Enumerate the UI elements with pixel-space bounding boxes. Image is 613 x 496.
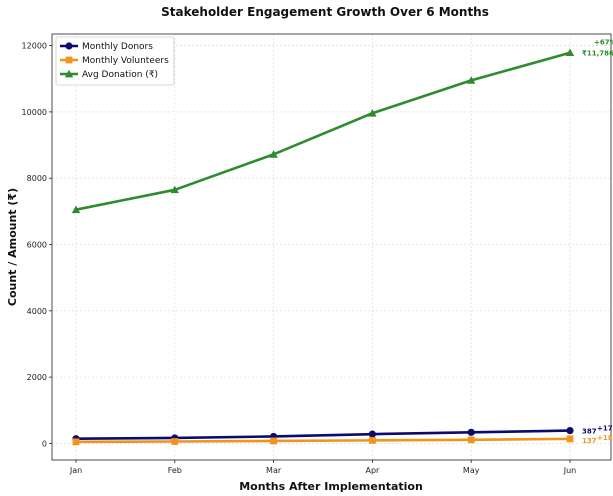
x-tick-label: May bbox=[463, 466, 480, 475]
data-point bbox=[71, 205, 81, 214]
x-tick-label: Jan bbox=[69, 466, 82, 475]
data-point bbox=[170, 185, 179, 194]
data-point bbox=[467, 428, 475, 436]
growth-label: +67% bbox=[594, 39, 613, 47]
data-point bbox=[72, 438, 80, 446]
legend-label: Monthly Donors bbox=[82, 42, 153, 52]
y-tick-label: 0 bbox=[42, 439, 47, 448]
x-tick-label: Mar bbox=[266, 466, 282, 475]
y-axis-label: Count / Amount (₹) bbox=[6, 188, 19, 306]
chart-title: Stakeholder Engagement Growth Over 6 Mon… bbox=[161, 5, 489, 19]
legend-item: Monthly Volunteers bbox=[60, 56, 169, 66]
x-tick-label: Jun bbox=[563, 466, 577, 475]
data-point bbox=[467, 76, 476, 84]
gridlines bbox=[52, 34, 611, 460]
series-line bbox=[75, 51, 571, 211]
legend: Monthly Donors Monthly Volunteers Avg Dona… bbox=[55, 36, 175, 86]
end-value-label: 387 bbox=[582, 428, 597, 436]
y-axis-ticks: 0 2000 4000 6000 8000 10000 12000 bbox=[22, 42, 52, 448]
legend-item: Monthly Donors bbox=[60, 42, 153, 52]
y-tick-label: 4000 bbox=[27, 307, 47, 316]
x-axis-label: Months After Implementation bbox=[239, 480, 423, 493]
data-point bbox=[369, 436, 376, 444]
end-value-label: ₹11,786 bbox=[582, 50, 613, 58]
growth-label: +182% bbox=[597, 434, 613, 442]
data-point bbox=[368, 109, 377, 117]
series-lines bbox=[71, 48, 575, 446]
legend-marker bbox=[64, 69, 74, 78]
legend-item: Avg Donation (₹) bbox=[60, 69, 158, 80]
y-tick-label: 10000 bbox=[22, 108, 47, 117]
y-tick-label: 6000 bbox=[27, 241, 47, 250]
plot-area bbox=[51, 33, 612, 461]
x-axis-ticks: Jan Feb Mar Apr May Jun bbox=[69, 460, 576, 475]
growth-label: +172% bbox=[597, 425, 613, 433]
data-point bbox=[269, 150, 278, 158]
series-line bbox=[75, 437, 571, 444]
data-point bbox=[566, 435, 574, 443]
series-monthly-volunteers bbox=[72, 435, 574, 446]
data-point bbox=[270, 437, 277, 445]
legend-box bbox=[55, 36, 175, 86]
y-tick-label: 8000 bbox=[27, 174, 47, 183]
x-tick-label: Feb bbox=[168, 466, 182, 475]
data-point bbox=[171, 438, 179, 445]
y-tick-label: 2000 bbox=[27, 373, 47, 382]
legend-marker bbox=[65, 56, 73, 64]
legend-label: Monthly Volunteers bbox=[82, 56, 169, 66]
y-tick-label: 12000 bbox=[22, 42, 47, 51]
end-value-label: 137 bbox=[582, 437, 597, 445]
series-line bbox=[75, 429, 571, 441]
x-tick-label: Apr bbox=[365, 466, 380, 475]
data-point bbox=[368, 430, 376, 438]
data-point bbox=[565, 48, 575, 57]
data-point bbox=[566, 426, 574, 435]
legend-label: Avg Donation (₹) bbox=[82, 70, 158, 80]
data-point bbox=[467, 436, 475, 444]
annotations: 387+172%137+182% ₹11,786 +67% bbox=[582, 39, 613, 445]
legend-marker bbox=[65, 42, 73, 50]
series-avg-donation bbox=[71, 48, 575, 214]
